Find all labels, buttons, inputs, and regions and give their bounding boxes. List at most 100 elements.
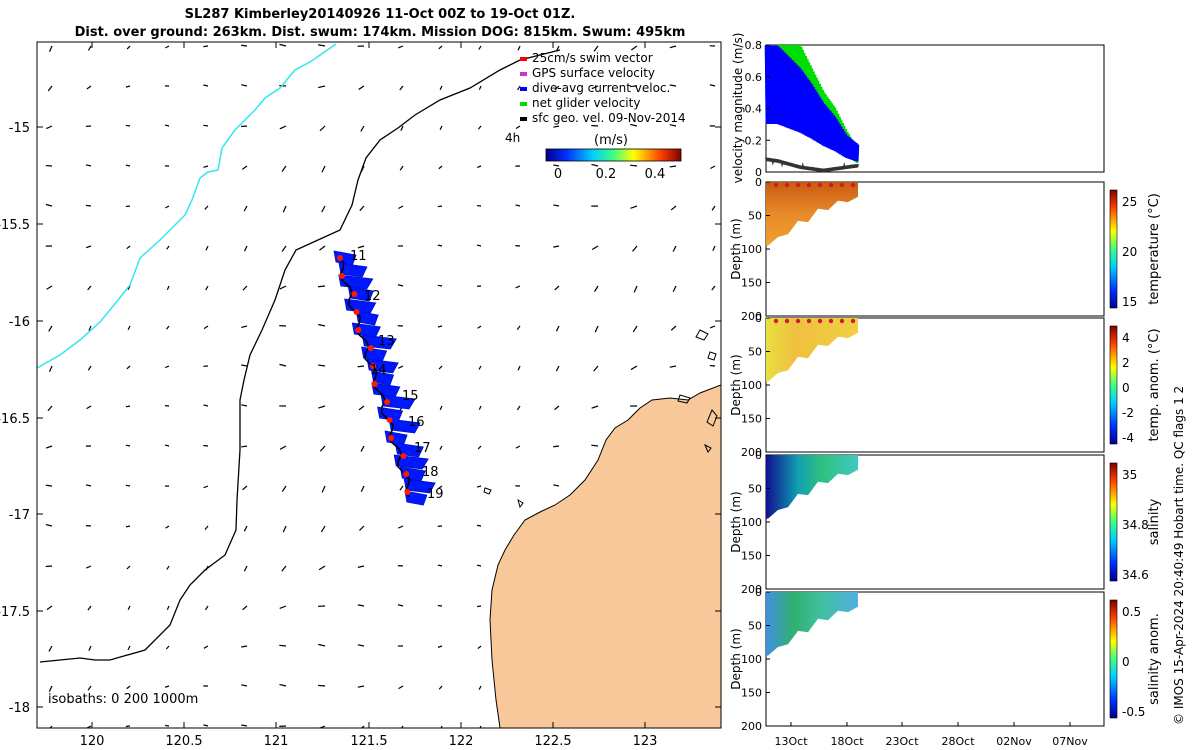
colorbar-tick-label: 0 (1122, 381, 1130, 395)
velocity-arrow (398, 685, 404, 690)
velocity-arrow (437, 645, 443, 648)
velocity-arrow (517, 45, 521, 51)
velocity-arrow (125, 525, 131, 528)
velocity-arrow (554, 285, 560, 291)
velocity-arrow (591, 85, 599, 90)
colorbar-tick-1: 0.2 (596, 167, 617, 182)
velocity-arrow (398, 525, 404, 529)
velocity-arrow (669, 365, 677, 368)
velocity-arrow (515, 204, 521, 207)
y-tick-label: -17.5 (0, 605, 30, 620)
velocity-arrow (320, 525, 326, 533)
velocity-arrow (515, 285, 521, 289)
velocity-tick-label: 0.8 (745, 39, 763, 52)
velocity-arrow (357, 565, 365, 568)
velocity-arrow (630, 164, 638, 167)
current-vector (338, 262, 368, 278)
position-dot (371, 381, 378, 387)
velocity-arrow (165, 645, 170, 650)
velocity-arrow (204, 605, 209, 611)
velocity-arrow (203, 645, 209, 649)
velocity-arrow (553, 484, 560, 487)
day-label: 11 (350, 249, 367, 264)
position-dot (404, 489, 411, 495)
velocity-arrow (357, 685, 365, 688)
surface-marker (784, 318, 790, 324)
depth-tick-label: 200 (741, 446, 762, 459)
depth-tick-label: 0 (755, 449, 762, 462)
velocity-arrow (669, 84, 677, 87)
velocity-arrow (125, 205, 131, 208)
x-tick-label: 121 (264, 734, 289, 749)
velocity-arrow (48, 325, 53, 332)
velocity-arrow (125, 405, 131, 408)
surface-marker (784, 182, 790, 188)
velocity-arrow (318, 684, 326, 687)
legend-label: GPS surface velocity (532, 66, 655, 80)
depth-tick-label: 50 (748, 346, 762, 359)
velocity-arrow (165, 205, 170, 209)
depth-tick-label: 100 (741, 653, 762, 666)
velocity-arrow (553, 204, 560, 207)
legend-label: 25cm/s swim vector (532, 51, 653, 65)
depth-tick-label: 100 (741, 243, 762, 256)
day-label: 16 (408, 415, 425, 430)
velocity-arrow (127, 285, 131, 291)
depth-tick-label: 0 (755, 312, 762, 325)
profile-axes-box (765, 317, 1105, 453)
velocity-tick-label: 0 (755, 166, 762, 179)
velocity-arrow (630, 205, 638, 209)
velocity-arrow (632, 325, 638, 333)
velocity-arrow (672, 285, 677, 292)
colorbar-tick-label: 4 (1122, 331, 1130, 345)
velocity-arrow (48, 365, 53, 372)
current-vector (403, 478, 436, 494)
x-tick-label: 121.5 (350, 734, 387, 749)
legend-label: sfc geo. vel. 09-Nov-2014 (532, 111, 686, 125)
velocity-arrow (125, 725, 131, 728)
velocity-arrow (476, 605, 482, 608)
velocity-arrow (241, 445, 248, 448)
velocity-arrow (126, 245, 131, 250)
date-tick-label: 23Oct (885, 735, 919, 748)
title-line-1: SL287 Kimberley20140926 11-Oct 00Z to 19… (184, 7, 576, 22)
velocity-arrow (593, 285, 599, 293)
velocity-arrow (87, 605, 92, 611)
velocity-arrow (515, 125, 521, 129)
velocity-arrow (439, 445, 443, 451)
velocity-arrow (125, 124, 131, 127)
velocity-arrow (672, 245, 677, 252)
velocity-arrow (164, 685, 170, 688)
velocity-arrow (321, 485, 326, 493)
velocity-arrow (49, 725, 53, 728)
velocity-arrow (125, 444, 131, 447)
x-tick-label: 120.5 (165, 734, 202, 749)
profile-data (766, 592, 858, 656)
velocity-arrow (205, 285, 209, 291)
current-vector (371, 370, 395, 386)
position-dot (384, 399, 391, 405)
date-tick-label: 18Oct (830, 735, 864, 748)
isobath-line (39, 49, 561, 663)
velocity-arrow (279, 445, 287, 450)
velocity-arrow (203, 485, 209, 489)
velocity-tick-label: 0.6 (745, 71, 763, 84)
velocity-arrow (126, 365, 131, 370)
day-label: 13 (378, 334, 395, 349)
velocity-arrow (397, 284, 404, 287)
velocity-arrow (357, 644, 365, 647)
velocity-arrow (88, 645, 92, 651)
legend-swatch (520, 102, 527, 106)
day-label: 19 (427, 487, 444, 502)
velocity-arrow (125, 85, 131, 88)
velocity-arrow (203, 84, 209, 87)
velocity-arrow (478, 685, 482, 690)
velocity-arrow (48, 645, 53, 652)
velocity-arrow (242, 605, 248, 611)
velocity-arrow (318, 285, 326, 288)
velocity-arrow (203, 724, 209, 727)
colorbar-tick-label: 0.5 (1122, 605, 1141, 619)
velocity-arrow (164, 124, 170, 127)
